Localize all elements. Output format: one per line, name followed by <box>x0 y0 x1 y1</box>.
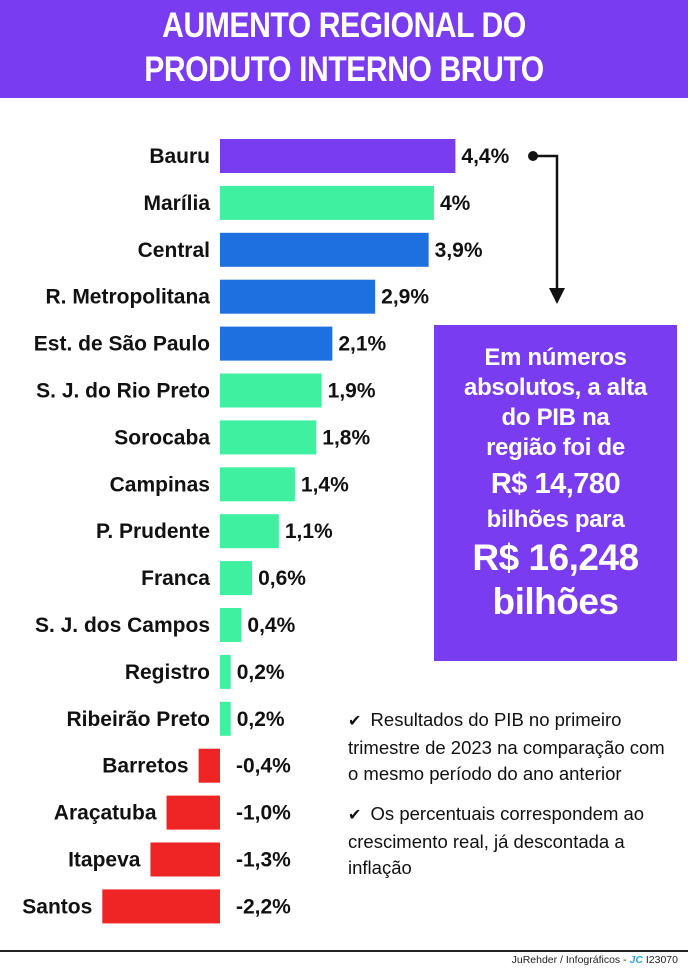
value-label: 3,9% <box>435 239 483 262</box>
bar-p-prudente <box>220 514 279 549</box>
category-label: Ribeirão Preto <box>66 708 210 731</box>
category-label: Registro <box>125 661 210 684</box>
category-label: Sorocaba <box>114 426 210 449</box>
callout-line-5: bilhões para <box>486 506 625 533</box>
check-icon: ✔ <box>348 807 362 824</box>
bar-itapeva <box>150 842 220 877</box>
category-label: Campinas <box>110 473 210 496</box>
check-icon: ✔ <box>348 713 362 730</box>
callout-line-1: Em números <box>484 344 627 371</box>
bar-ribeirao-preto <box>220 701 231 736</box>
header-banner: AUMENTO REGIONAL DO PRODUTO INTERNO BRUT… <box>0 0 688 98</box>
jc-logo: JC <box>629 954 643 966</box>
bar-sorocaba <box>220 420 317 455</box>
value-label: 2,9% <box>381 286 429 309</box>
value-label: 4% <box>440 192 471 215</box>
note-2: ✔ Os percentuais correspondem ao crescim… <box>348 801 678 881</box>
note-1-text: Resultados do PIB no primeiro trimestre … <box>348 709 665 784</box>
bar-aracatuba <box>166 795 220 830</box>
title-line-2: PRODUTO INTERNO BRUTO <box>144 50 544 89</box>
value-label: 0,2% <box>237 708 285 731</box>
value-label: -1,0% <box>236 802 291 825</box>
category-label: Est. de São Paulo <box>34 333 210 356</box>
callout-line-4: região foi de <box>486 434 625 461</box>
value-label: 1,1% <box>285 520 333 543</box>
value-label: 2,1% <box>338 333 386 356</box>
category-label: Franca <box>141 567 210 590</box>
category-label: P. Prudente <box>96 520 210 543</box>
bar-s-j-do-rio-preto <box>220 373 322 408</box>
callout-line-2: absolutos, a alta <box>464 374 647 401</box>
value-label: 1,9% <box>328 380 376 403</box>
bar-r-metropolitana <box>220 279 376 314</box>
callout-line-6: bilhões <box>492 581 619 622</box>
value-label: 4,4% <box>461 145 509 168</box>
callout-value-from: R$ 14,780 <box>490 468 621 500</box>
category-label: S. J. do Rio Preto <box>36 380 210 403</box>
bar-s-j-dos-campos <box>220 608 242 642</box>
footer-divider <box>0 950 688 952</box>
bar-est-de-sao-paulo <box>220 326 333 361</box>
category-label: Marília <box>143 192 210 215</box>
category-label: Itapeva <box>68 849 141 872</box>
category-label: Central <box>138 239 210 262</box>
value-label: 0,2% <box>237 661 285 684</box>
category-label: Bauru <box>149 145 210 168</box>
category-label: Barretos <box>102 755 188 778</box>
footer: JuRehder / Infográficos - JC I23070 <box>512 954 678 966</box>
category-label: Santos <box>22 895 92 918</box>
note-1: ✔ Resultados do PIB no primeiro trimestr… <box>348 707 678 787</box>
bar-franca <box>220 561 253 596</box>
callout-value-to: R$ 16,248 <box>472 537 639 578</box>
bar-barretos <box>198 748 220 783</box>
value-label: -2,2% <box>236 895 291 918</box>
value-label: 0,6% <box>258 567 306 590</box>
callout-line-3: do PIB na <box>501 404 610 431</box>
bar-registro <box>220 654 231 689</box>
footer-code: I23070 <box>645 954 678 966</box>
callout-arrow <box>528 151 565 304</box>
bar-bauru <box>220 139 456 173</box>
category-label: Araçatuba <box>54 802 157 825</box>
value-label: -1,3% <box>236 849 291 872</box>
bar-santos <box>102 889 220 924</box>
note-2-text: Os percentuais correspondem ao crescimen… <box>348 803 645 878</box>
value-label: 0,4% <box>247 614 295 637</box>
bar-campinas <box>220 467 295 502</box>
value-label: -0,4% <box>236 755 291 778</box>
category-label: S. J. dos Campos <box>35 614 210 637</box>
bar-central <box>220 232 429 267</box>
callout-box: Em números absolutos, a alta do PIB na r… <box>434 325 677 661</box>
footer-credit: JuRehder / Infográficos - <box>511 954 627 966</box>
bar-marilia <box>220 185 434 220</box>
category-label: R. Metropolitana <box>45 286 210 309</box>
notes: ✔ Resultados do PIB no primeiro trimestr… <box>348 707 678 895</box>
title-line-1: AUMENTO REGIONAL DO <box>162 6 526 45</box>
value-label: 1,8% <box>322 426 370 449</box>
value-label: 1,4% <box>301 473 349 496</box>
